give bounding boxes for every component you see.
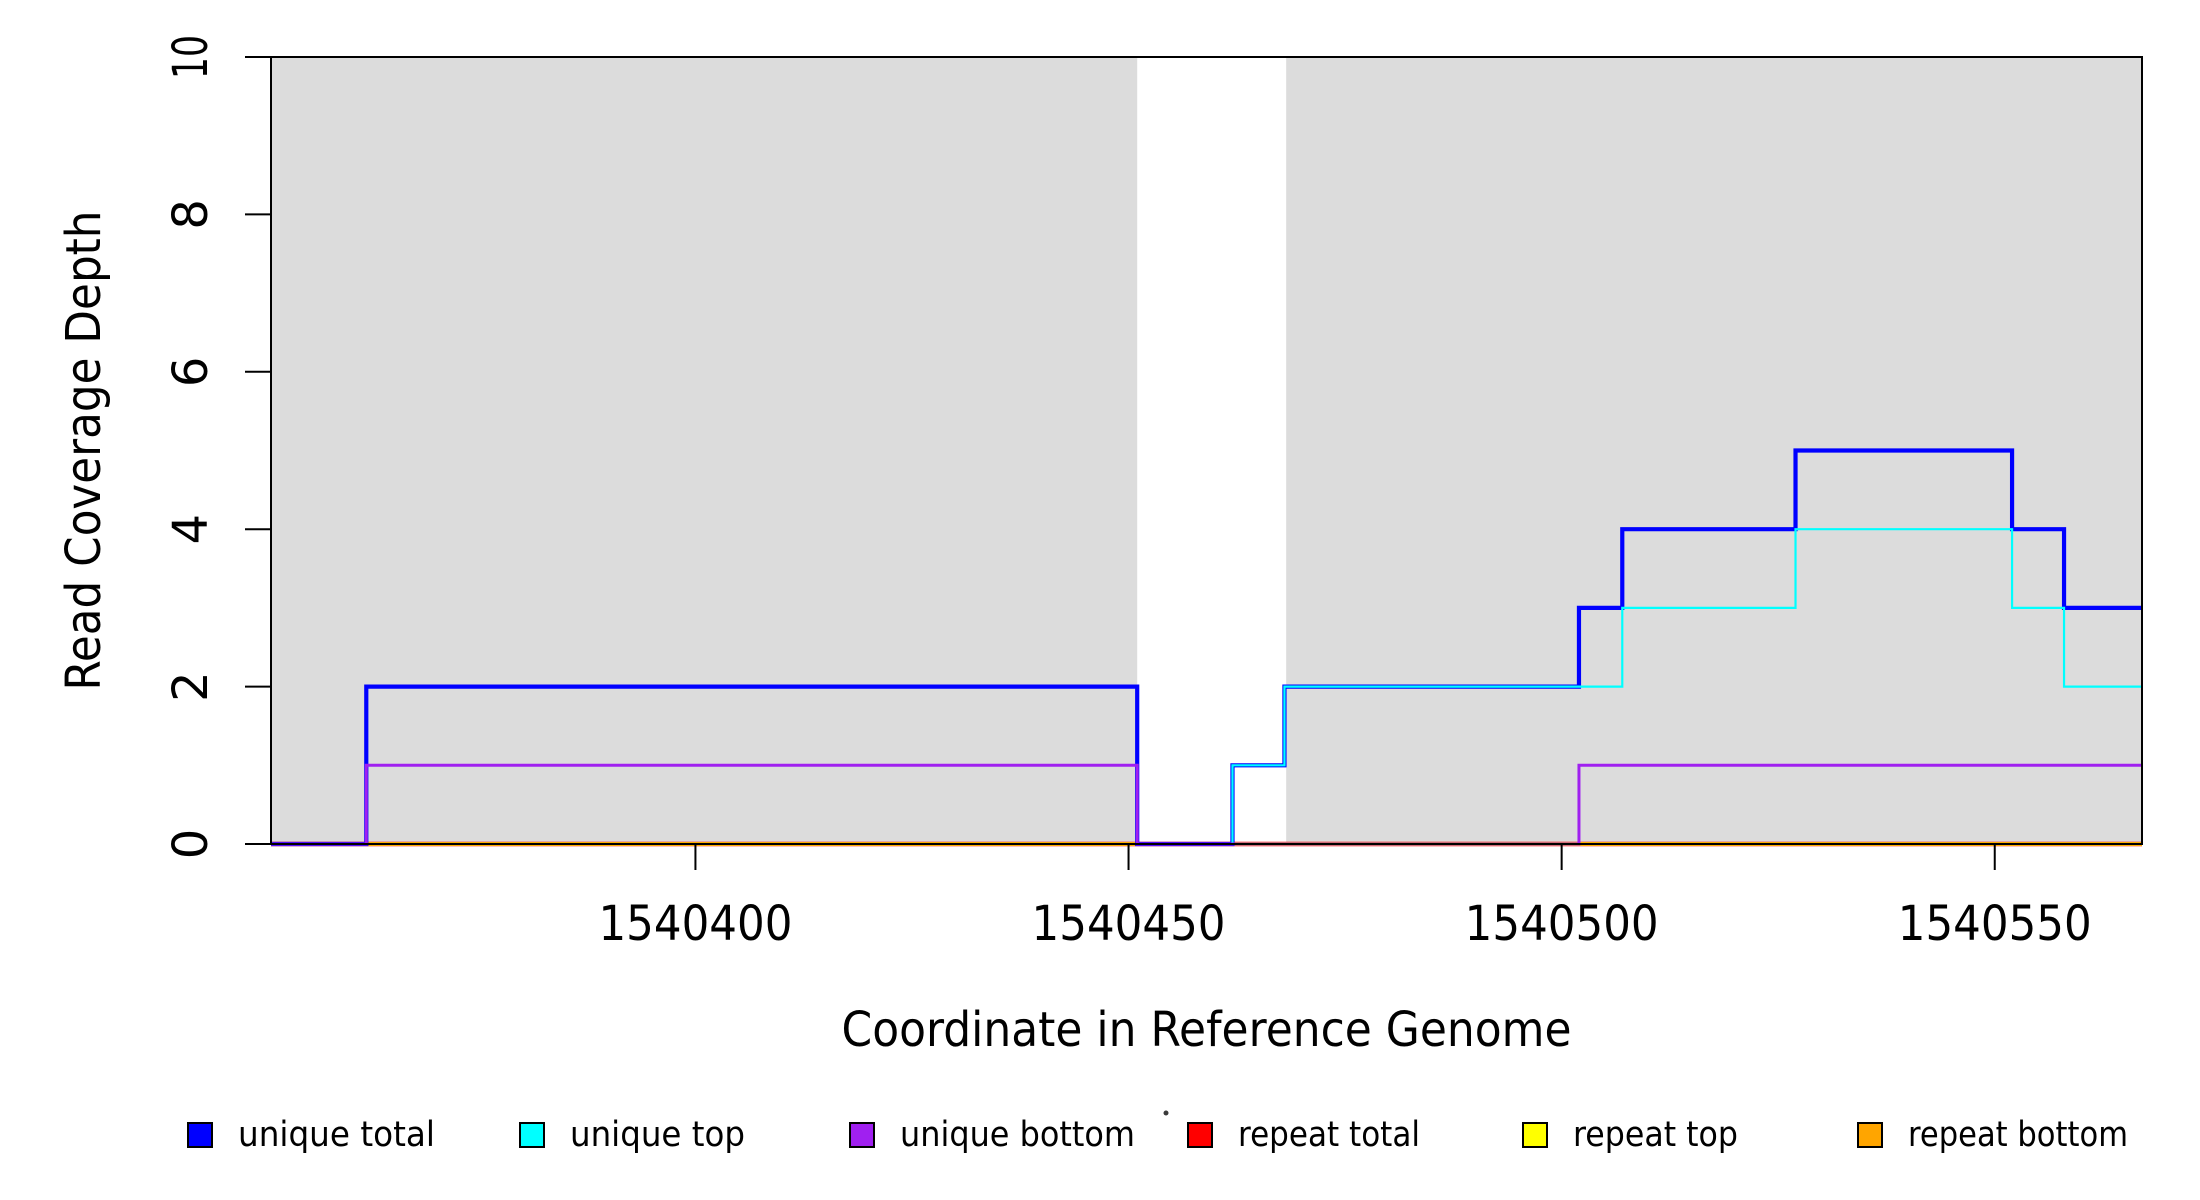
legend-swatch — [849, 1122, 875, 1148]
legend-label: repeat top — [1573, 1115, 1738, 1155]
stray-mark — [1163, 1110, 1169, 1116]
x-tick-label: 1540550 — [1898, 896, 2092, 952]
y-tick-label: 0 — [163, 829, 219, 860]
legend-item-repeat-top: repeat top — [1522, 1115, 1738, 1155]
legend-label: repeat bottom — [1908, 1115, 2128, 1155]
y-tick-label: 2 — [163, 671, 219, 702]
plot-border — [270, 56, 2143, 845]
y-tick-label: 10 — [163, 35, 219, 79]
y-tick-label: 4 — [163, 514, 219, 545]
x-tick-label: 1540450 — [1032, 896, 1226, 952]
legend-item-unique-top: unique top — [519, 1115, 745, 1155]
legend-swatch — [519, 1122, 545, 1148]
legend-swatch — [1187, 1122, 1213, 1148]
legend-swatch — [187, 1122, 213, 1148]
legend-item-unique-total: unique total — [187, 1115, 435, 1155]
x-axis-title: Coordinate in Reference Genome — [842, 1002, 1572, 1058]
series-line-unique-total — [271, 448, 2142, 847]
legend-label: unique total — [238, 1115, 435, 1155]
x-tick-label: 1540500 — [1465, 896, 1659, 952]
shaded-region — [271, 57, 1138, 844]
y-axis-title: Read Coverage Depth — [56, 211, 112, 691]
legend-item-repeat-total: repeat total — [1187, 1115, 1420, 1155]
legend-item-unique-bottom: unique bottom — [849, 1115, 1135, 1155]
legend-label: unique top — [570, 1115, 745, 1155]
legend-label: unique bottom — [900, 1115, 1135, 1155]
series-line-unique-bottom — [271, 763, 2142, 846]
legend: unique total unique top unique bottom repea… — [187, 1115, 2128, 1155]
x-tick-label: 1540400 — [598, 896, 792, 952]
y-tick-label: 8 — [163, 199, 219, 230]
y-tick-label: 6 — [163, 357, 219, 388]
legend-item-repeat-bottom: repeat bottom — [1857, 1115, 2128, 1155]
legend-swatch — [1857, 1122, 1883, 1148]
legend-swatch — [1522, 1122, 1548, 1148]
legend-label: repeat total — [1238, 1115, 1420, 1155]
